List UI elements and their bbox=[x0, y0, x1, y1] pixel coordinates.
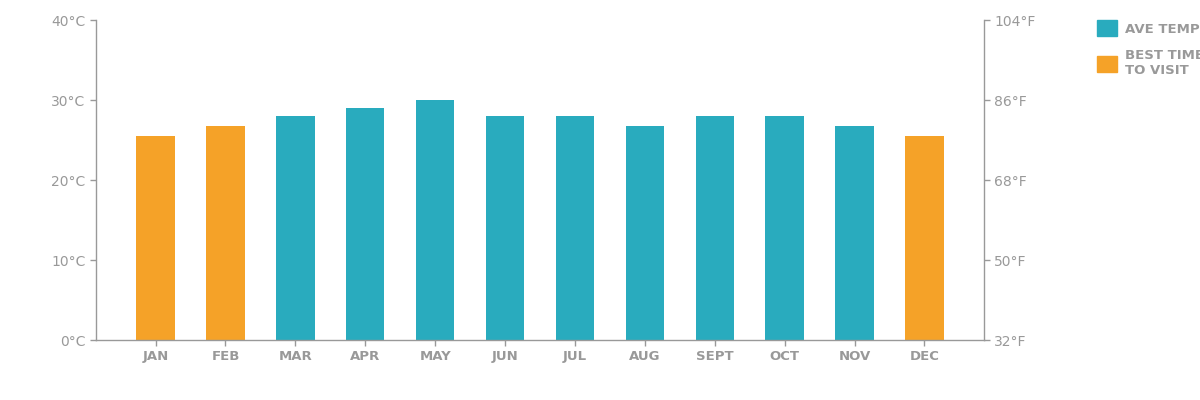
Bar bbox=[137, 136, 175, 340]
Bar bbox=[766, 116, 804, 340]
Bar bbox=[696, 116, 734, 340]
Bar bbox=[905, 136, 943, 340]
Legend: AVE TEMP, BEST TIME
TO VISIT: AVE TEMP, BEST TIME TO VISIT bbox=[1097, 20, 1200, 78]
Bar bbox=[206, 126, 245, 340]
Bar bbox=[625, 126, 664, 340]
Bar bbox=[556, 116, 594, 340]
Bar bbox=[416, 100, 455, 340]
Bar bbox=[835, 126, 874, 340]
Bar bbox=[346, 108, 384, 340]
Bar bbox=[486, 116, 524, 340]
Bar bbox=[276, 116, 314, 340]
